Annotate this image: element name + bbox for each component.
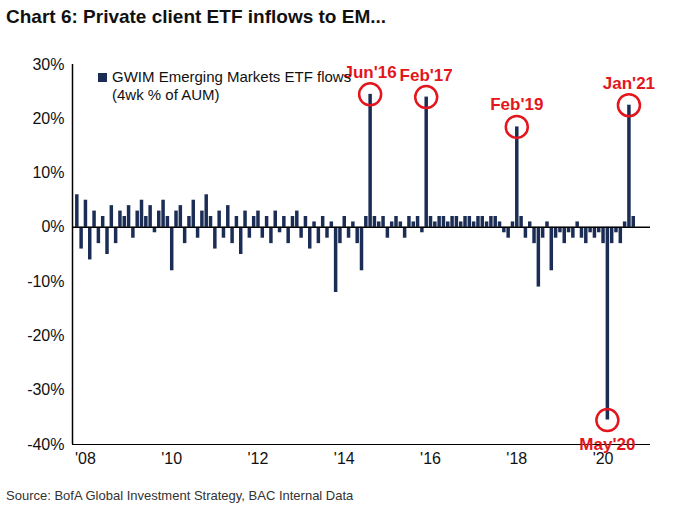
svg-text:20%: 20% <box>32 110 64 127</box>
svg-text:'08: '08 <box>75 450 96 467</box>
svg-text:May'20: May'20 <box>579 435 635 454</box>
svg-text:Jun'16: Jun'16 <box>344 63 397 82</box>
html-text:GWIM Emerging Markets ETF flow: GWIM Emerging Markets ETF flows (4wk % o… <box>112 68 352 103</box>
svg-text:'20: '20 <box>592 449 614 467</box>
svg-text:Feb'19: Feb'19 <box>490 95 543 114</box>
svg-text:Feb'17: Feb'17 <box>400 66 453 85</box>
html-text:Source: BofA Global Investment: Source: BofA Global Investment Strategy,… <box>6 488 354 503</box>
svg-text:-10%: -10% <box>27 273 64 290</box>
svg-text:30%: 30% <box>32 56 64 73</box>
svg-text:'10: '10 <box>161 450 182 467</box>
svg-text:Jan'21: Jan'21 <box>603 74 655 93</box>
svg-text:'16: '16 <box>420 450 441 467</box>
svg-text:-20%: -20% <box>27 327 64 344</box>
html-text:Chart 6: Private client ETF in: Chart 6: Private client ETF inflows to E… <box>6 6 387 27</box>
svg-text:-40%: -40% <box>27 436 64 453</box>
svg-text:10%: 10% <box>32 164 64 181</box>
svg-text:0%: 0% <box>41 218 64 235</box>
svg-text:'18: '18 <box>506 450 527 467</box>
svg-text:'14: '14 <box>334 450 355 467</box>
svg-text:'12: '12 <box>248 450 269 467</box>
svg-text:-30%: -30% <box>27 381 64 398</box>
